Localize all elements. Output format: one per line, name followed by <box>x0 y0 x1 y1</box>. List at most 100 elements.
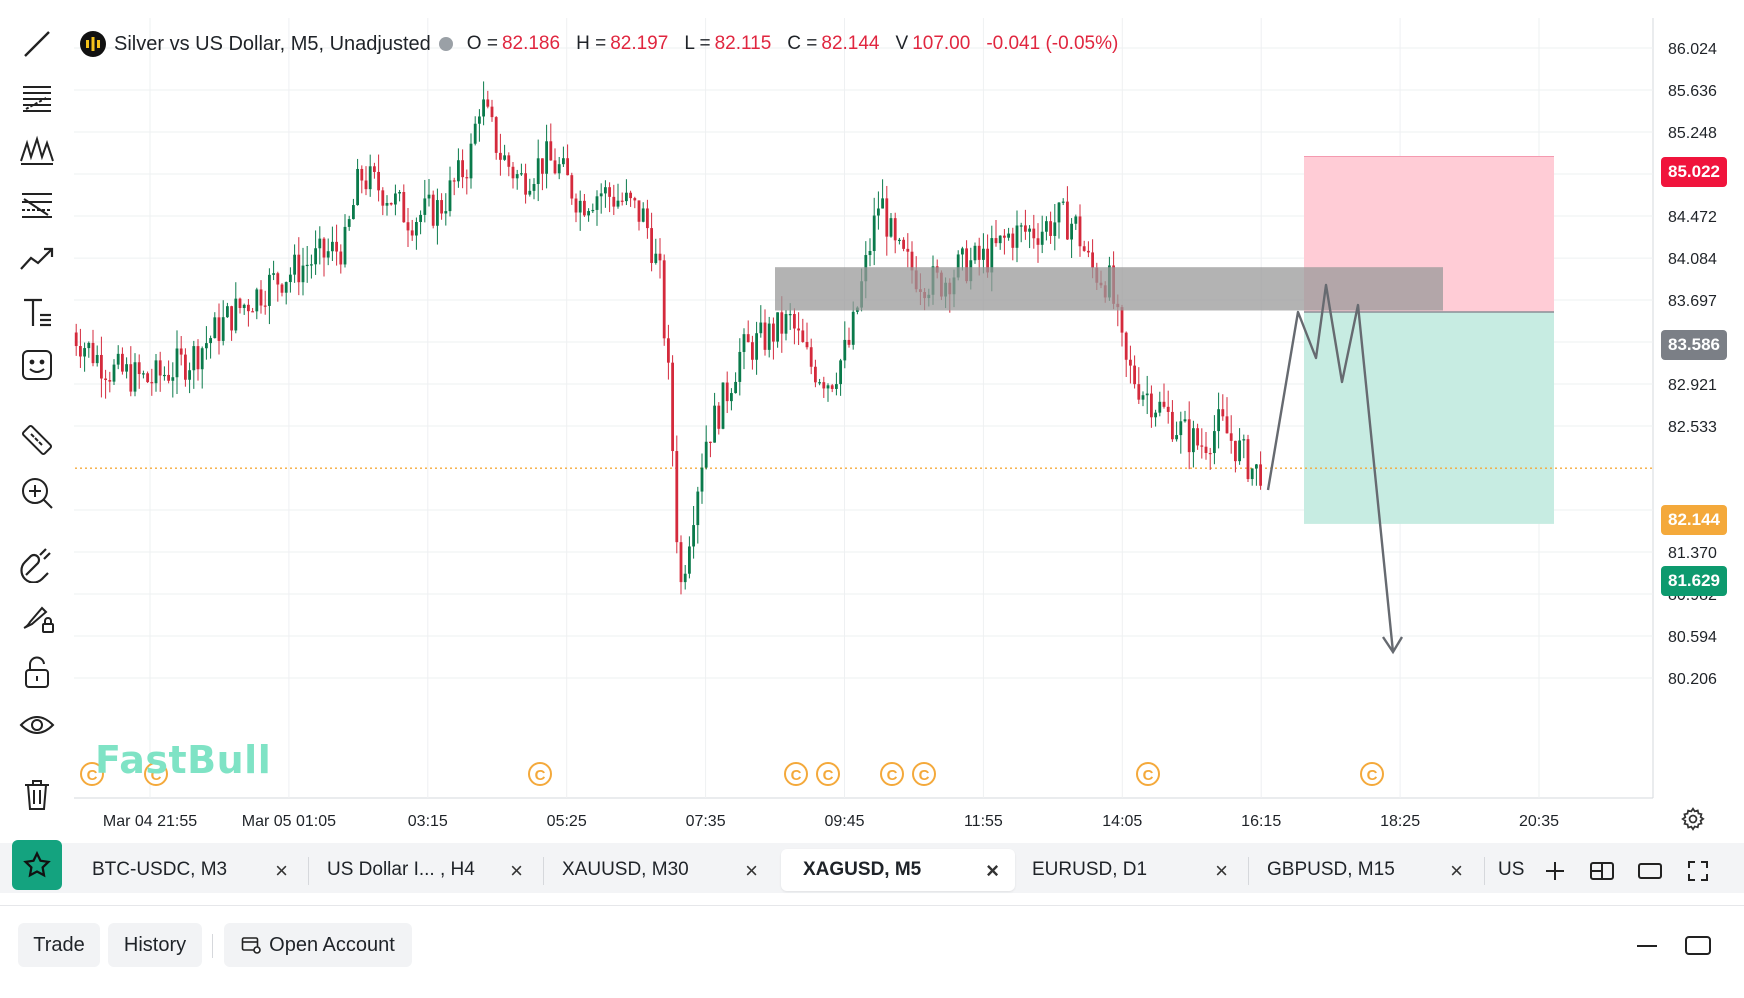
tab-us-dollar-index[interactable]: US Dollar I... , H4 × <box>305 849 539 891</box>
candle-body <box>780 312 784 334</box>
tab-more[interactable]: US <box>1476 849 1526 891</box>
candle-body <box>591 209 595 212</box>
favorites-button[interactable] <box>12 840 62 890</box>
tab-eurusd[interactable]: EURUSD, D1 × <box>1010 849 1244 891</box>
tab-gbpusd[interactable]: GBPUSD, M15 × <box>1245 849 1479 891</box>
add-tab-button[interactable] <box>1537 856 1573 886</box>
zoom-in-tool[interactable] <box>10 471 64 515</box>
minimize-panel-button[interactable] <box>1634 932 1664 962</box>
candle-body <box>457 160 460 182</box>
event-marker: C <box>880 762 904 786</box>
close-icon[interactable]: × <box>1450 858 1463 883</box>
candle-body <box>641 208 645 222</box>
tab-label: US <box>1498 859 1525 880</box>
candle-body <box>221 317 225 341</box>
pattern-icon <box>20 135 54 165</box>
candle-body <box>322 238 326 258</box>
trade-button[interactable]: Trade <box>18 923 100 967</box>
emoji-tool[interactable] <box>10 343 64 387</box>
candle-body <box>650 228 653 263</box>
single-layout-button[interactable] <box>1632 856 1668 886</box>
candle-body <box>704 441 708 468</box>
candle-body <box>192 346 196 371</box>
close-icon[interactable]: × <box>1215 858 1228 883</box>
high-value: 82.197 <box>610 33 669 54</box>
candle-body <box>436 200 439 226</box>
chart-settings-button[interactable] <box>1680 806 1708 834</box>
trash-icon <box>25 780 49 810</box>
candle-body <box>902 239 905 249</box>
fastbull-watermark: FastBull <box>95 738 272 782</box>
event-marker-circle <box>144 762 168 786</box>
price-axis-label: 84.472 <box>1668 209 1717 226</box>
tab-btc-usdc[interactable]: BTC-USDC, M3 × <box>70 849 304 891</box>
channel-tool[interactable] <box>10 182 64 226</box>
candle-body <box>562 158 565 165</box>
candle-body <box>1028 228 1031 232</box>
fib-tool[interactable] <box>10 75 64 119</box>
candle-body <box>793 314 796 329</box>
event-marker-label: C <box>791 767 802 784</box>
candle-body <box>133 362 137 392</box>
event-marker-circle <box>912 762 936 786</box>
close-icon[interactable]: × <box>986 858 999 883</box>
candle-body <box>679 542 683 583</box>
resistance-zone-rect <box>775 267 1443 311</box>
tab-xagusd[interactable]: XAGUSD, M5 × <box>781 849 1015 891</box>
candle-body <box>788 314 792 316</box>
candle-body <box>595 196 599 210</box>
candle-body <box>1007 233 1010 238</box>
open-account-button[interactable]: Open Account <box>224 923 412 967</box>
symbol-title[interactable]: Silver vs US Dollar, M5, Unadjusted <box>114 32 431 55</box>
candle-body <box>163 374 166 377</box>
candle-body <box>1053 222 1057 236</box>
visibility-tool[interactable] <box>10 703 64 747</box>
maximize-panel-button[interactable] <box>1684 932 1714 962</box>
candle-body <box>574 198 578 213</box>
time-axis-label: 20:35 <box>1519 813 1559 830</box>
event-marker-label: C <box>1367 767 1378 784</box>
candle-body <box>671 362 674 452</box>
candle-body <box>877 208 880 216</box>
candle-body <box>599 193 603 197</box>
candle-body <box>154 360 158 384</box>
close-icon[interactable]: × <box>745 858 758 883</box>
maximize-icon <box>1685 936 1711 955</box>
pattern-tool[interactable] <box>10 128 64 172</box>
fullscreen-button[interactable] <box>1680 856 1716 886</box>
candle-body <box>1166 406 1170 412</box>
brush-lock-tool[interactable] <box>10 595 64 639</box>
candle-body <box>1217 409 1220 432</box>
tab-xauusd[interactable]: XAUUSD, M30 × <box>540 849 774 891</box>
layout-button[interactable] <box>1584 856 1620 886</box>
candle-body <box>217 317 221 341</box>
candle-body <box>1234 440 1237 462</box>
text-tool[interactable] <box>10 290 64 334</box>
forecast-tool[interactable] <box>10 236 64 280</box>
chart-canvas[interactable]: 86.02485.63685.24884.86084.47284.08483.6… <box>0 0 1744 840</box>
candle-body <box>1196 428 1199 446</box>
candle-body <box>352 205 355 220</box>
candle-body <box>1137 384 1141 400</box>
candle-body <box>553 160 557 174</box>
chart-area[interactable]: 86.02485.63685.24884.86084.47284.08483.6… <box>0 0 1744 840</box>
silver-logo-icon <box>80 31 106 57</box>
close-icon[interactable]: × <box>510 858 523 883</box>
lock-tool[interactable] <box>10 650 64 694</box>
candle-body <box>137 362 141 375</box>
forecast-path <box>1266 283 1395 653</box>
candle-body <box>570 175 574 199</box>
ruler-tool[interactable] <box>10 418 64 462</box>
event-marker-label: C <box>535 767 546 784</box>
close-icon[interactable]: × <box>275 858 288 883</box>
candle-body <box>545 141 548 174</box>
candle-body <box>1225 416 1229 434</box>
candle-body <box>872 215 876 252</box>
candle-body <box>74 332 78 347</box>
trend-line-tool[interactable] <box>10 22 64 66</box>
candle-body <box>889 218 893 237</box>
magnet-tool[interactable] <box>10 542 64 586</box>
candle-body <box>494 117 498 153</box>
history-button[interactable]: History <box>108 923 202 967</box>
remove-drawings-tool[interactable] <box>10 772 64 816</box>
